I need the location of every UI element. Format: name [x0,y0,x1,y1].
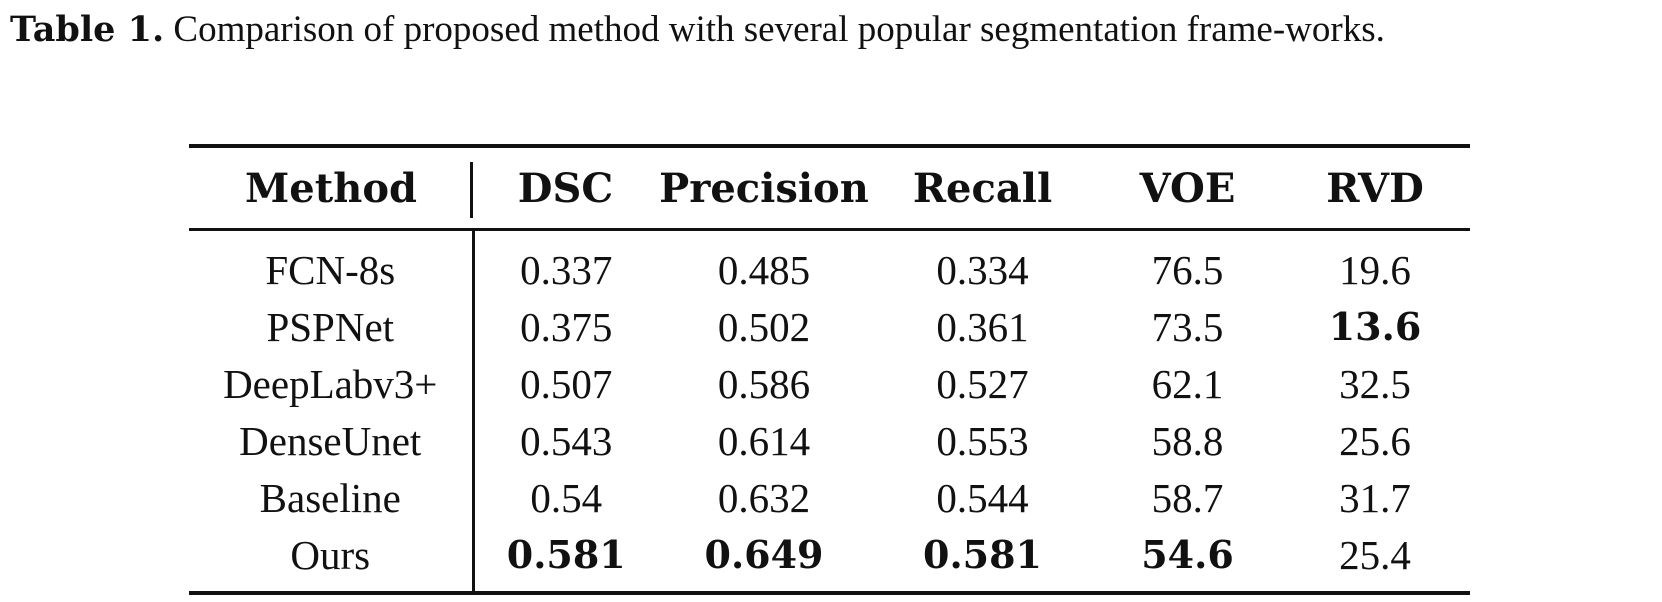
table-caption: Table 1. Comparison of proposed method w… [10,4,1650,56]
table-row: Baseline 0.54 0.632 0.544 58.7 31.7 [189,469,1470,526]
cell-voe: 73.5 [1151,303,1224,350]
table-row: FCN-8s 0.337 0.485 0.334 76.5 19.6 [189,229,1470,298]
cell-dsc: 0.543 [520,417,613,464]
cell-voe: 76.5 [1151,246,1224,293]
cell-precision: 0.632 [717,474,811,521]
cell-dsc: 0.375 [520,303,613,350]
cell-recall: 0.334 [936,246,1029,293]
cell-recall: 0.553 [936,417,1029,464]
cell-precision: 0.502 [717,303,811,350]
cell-recall: 0.361 [936,303,1029,350]
header-voe: VOE [1139,164,1236,212]
cell-rvd-best: 13.6 [1328,304,1422,349]
cell-method: DenseUnet [189,412,475,469]
cell-dsc: 0.337 [520,246,613,293]
cell-rvd: 32.5 [1339,360,1411,407]
cell-precision: 0.485 [717,246,811,293]
header-precision: Precision [659,164,869,212]
cell-voe: 62.1 [1151,360,1224,407]
cell-recall: 0.544 [936,474,1029,521]
cell-rvd: 25.6 [1339,417,1411,464]
header-recall: Recall [912,164,1053,212]
cell-precision: 0.614 [717,417,811,464]
table-row: PSPNet 0.375 0.502 0.361 73.5 13.6 [189,298,1470,355]
cell-method: Ours [189,526,475,593]
caption-label: Table 1. [10,9,165,50]
cell-dsc: 0.507 [520,360,613,407]
cell-precision-best: 0.649 [704,532,824,577]
cell-voe: 58.8 [1151,417,1224,464]
header-rvd: RVD [1326,164,1424,212]
header-dsc: DSC [517,164,614,212]
cell-method: FCN-8s [189,229,475,298]
cell-dsc: 0.54 [530,474,603,521]
cell-precision: 0.586 [717,360,811,407]
cell-method: PSPNet [189,298,475,355]
cell-method: DeepLabv3+ [189,355,475,412]
table-row: Ours 0.581 0.649 0.581 54.6 25.4 [189,526,1470,593]
table-row: DenseUnet 0.543 0.614 0.553 58.8 25.6 [189,412,1470,469]
cell-voe: 58.7 [1151,474,1224,521]
header-row: Method DSC Precision Recall VOE RVD [189,146,1470,230]
cell-rvd: 31.7 [1339,474,1411,521]
cell-voe-best: 54.6 [1141,532,1234,577]
cell-rvd: 25.4 [1339,531,1411,578]
cell-dsc-best: 0.581 [506,532,626,577]
cell-method: Baseline [189,469,475,526]
caption-text: Comparison of proposed method with sever… [173,9,1385,50]
cell-rvd: 19.6 [1339,246,1411,293]
results-table: Method DSC Precision Recall VOE RVD FCN-… [189,144,1470,595]
cell-recall-best: 0.581 [923,532,1042,577]
cell-recall: 0.527 [936,360,1029,407]
table-row: DeepLabv3+ 0.507 0.586 0.527 62.1 32.5 [189,355,1470,412]
header-method: Method [189,146,473,230]
results-table-container: Method DSC Precision Recall VOE RVD FCN-… [189,144,1470,595]
